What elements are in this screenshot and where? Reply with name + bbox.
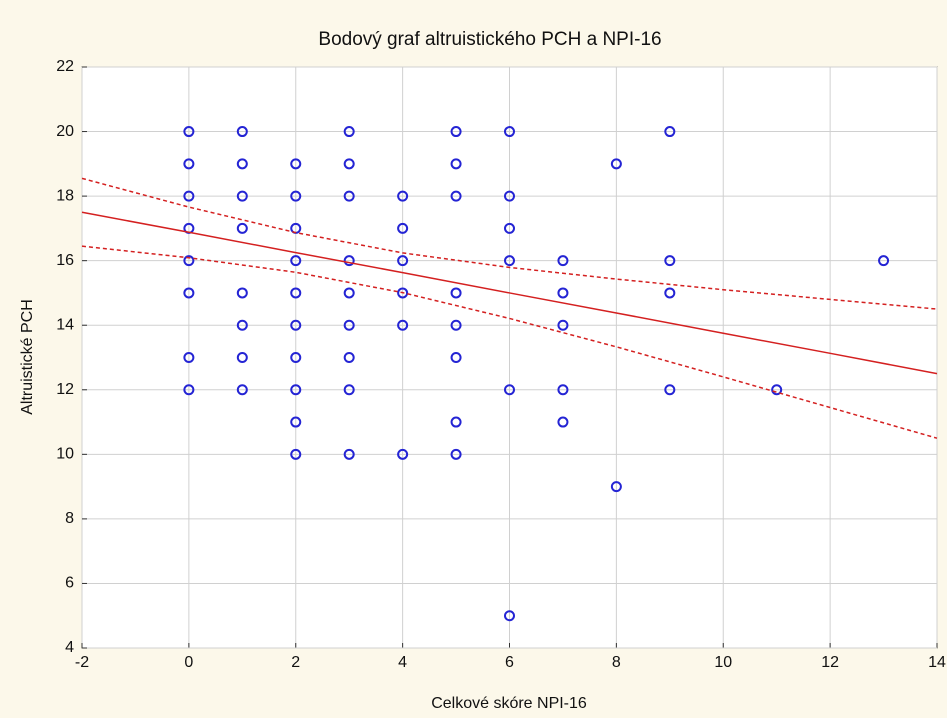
point [290,158,302,170]
point [664,255,676,267]
x-tick-label: 0 [184,654,193,671]
x-tick-label: 4 [398,654,407,671]
point [343,384,355,396]
point [290,319,302,331]
y-tick-label: 18 [56,187,74,204]
point [397,287,409,299]
y-tick-label: 6 [65,575,74,592]
point [504,255,515,267]
point [343,319,355,331]
point [236,352,248,363]
point [236,222,248,234]
point [504,190,515,202]
point [557,384,569,396]
point [397,255,409,267]
point [771,384,783,396]
x-tick-label: 2 [291,654,300,671]
point [183,158,195,170]
point [450,190,462,202]
point [504,610,515,622]
point [397,319,409,331]
point [397,448,409,460]
y-tick-label: 16 [56,252,74,269]
point [183,287,195,299]
x-tick-label: 8 [612,654,621,671]
point [878,255,890,267]
point [450,126,462,138]
point [290,416,302,428]
point [183,352,195,363]
point [664,126,676,138]
y-tick-label: 14 [56,316,74,333]
regression-line [81,211,938,375]
point [236,319,248,331]
point [236,190,248,202]
point [557,287,569,299]
point [290,352,302,363]
y-tick-label: 22 [56,58,74,75]
point [343,158,355,170]
point [343,126,355,138]
point [183,126,195,138]
point [610,481,622,493]
point [290,287,302,299]
point [664,384,676,396]
point [664,287,676,299]
point [450,158,462,170]
point [504,222,515,234]
point [236,126,248,138]
point [557,319,569,331]
point [504,126,515,138]
y-tick-label: 20 [56,123,74,140]
point [343,255,355,267]
point [450,352,462,363]
point [236,287,248,299]
chart-title: Bodový graf altruistického PCH a NPI-16 [318,29,661,50]
x-tick-label: 14 [928,654,946,671]
point [397,222,409,234]
x-tick-label: -2 [75,654,89,671]
y-axis-label: Altruistické PCH [19,299,36,415]
point [504,384,515,396]
point [290,255,302,267]
point [450,287,462,299]
y-tick-label: 4 [65,639,74,656]
point [290,190,302,202]
point [290,448,302,460]
regression-line [81,177,938,310]
point [397,190,409,202]
point [183,384,195,396]
y-tick-label: 8 [65,510,74,527]
point [343,287,355,299]
point [236,384,248,396]
x-tick-label: 12 [821,654,839,671]
point [450,416,462,428]
point [343,448,355,460]
point [183,190,195,202]
point [290,384,302,396]
x-tick-label: 10 [714,654,732,671]
regression-line [81,245,938,439]
y-tick-label: 10 [56,446,74,463]
point [236,158,248,170]
point [557,416,569,428]
point [343,352,355,363]
point [343,190,355,202]
x-tick-label: 6 [505,654,514,671]
point [183,255,195,267]
y-tick-label: 12 [56,381,74,398]
point [450,448,462,460]
point [450,319,462,331]
point [610,158,622,170]
point [557,255,569,267]
x-axis-label: Celkové skóre NPI-16 [431,695,587,712]
